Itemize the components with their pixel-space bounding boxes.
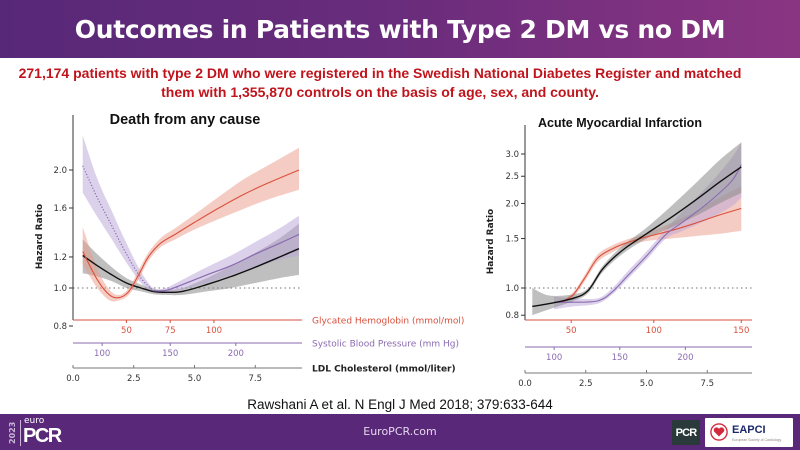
x-tick-label: 150 <box>162 349 178 359</box>
y-tick-label: 0.8 <box>505 311 519 321</box>
series-line-ldl <box>532 166 742 308</box>
x-axis-hba1c: 50 75 100 Glycated Hemoglobin (mmol/mol) <box>73 317 464 336</box>
ci-band-sbp <box>82 135 299 294</box>
chart-title: Acute Myocardial Infarction <box>538 116 702 130</box>
ci-band-ldl <box>82 223 299 296</box>
x-tick-label: 50 <box>566 326 577 336</box>
ci-band-ldl <box>532 142 742 316</box>
study-description-line-1: 271,174 patients with type 2 DM who were… <box>18 65 742 81</box>
eapci-subtext: European Society of Cardiology <box>732 438 782 442</box>
europcr-logo[interactable]: 2023 euro PCR <box>8 416 88 447</box>
y-tick-label: 2.0 <box>505 199 519 209</box>
y-tick-label: 3.0 <box>505 150 519 160</box>
study-description: 271,174 patients with type 2 DM who were… <box>0 64 800 102</box>
y-axis-label: Hazard Ratio <box>486 209 496 275</box>
y-tick-label: 1.2 <box>53 253 67 263</box>
slide-title: Outcomes in Patients with Type 2 DM vs n… <box>74 14 726 44</box>
x-tick-label: 100 <box>94 349 110 359</box>
x-tick-label: 5.0 <box>640 379 654 389</box>
x-tick-label: 5.0 <box>188 374 202 384</box>
x-axis-ldl: 0.0 2.5 5.0 7.5 <box>518 370 752 389</box>
y-tick-label: 2.0 <box>53 166 67 176</box>
logo-euro-text: euro <box>24 416 45 426</box>
study-description-line-2: them with 1,355,870 controls on the basi… <box>161 84 599 100</box>
x-axis-sbp: 100 150 200 <box>525 346 752 363</box>
y-tick-label: 1.5 <box>505 235 519 245</box>
heart-icon <box>710 423 728 441</box>
y-tick-label: 2.5 <box>505 172 519 182</box>
plot-area <box>82 135 300 302</box>
series-line-ldl <box>82 248 300 294</box>
x-tick-label: 0.0 <box>66 374 80 384</box>
x-tick-label: 150 <box>733 326 749 336</box>
x-axis-sbp: 100 150 200 Systolic Blood Pressure (mm Hg) <box>73 340 459 359</box>
x-axis-name-ldl: LDL Cholesterol (mmol/liter) <box>312 365 456 375</box>
logo-pcr-text: PCR <box>23 425 62 447</box>
chart-title: Death from any cause <box>110 112 261 128</box>
x-tick-label: 0.0 <box>518 379 532 389</box>
x-tick-label: 200 <box>677 353 693 363</box>
x-tick-label: 100 <box>206 326 222 336</box>
y-tick-label: 0.8 <box>53 322 67 332</box>
x-axis-ldl: 0.0 2.5 5.0 7.5 LDL Cholesterol (mmol/liter) <box>66 365 455 385</box>
citation: Rawshani A et al. N Engl J Med 2018; 379… <box>247 397 553 412</box>
slide-header: Outcomes in Patients with Type 2 DM vs n… <box>0 0 800 58</box>
chart-acute-mi: Acute Myocardial Infarction Hazard Ratio 0… <box>486 116 752 389</box>
plot-area <box>532 142 742 316</box>
x-tick-label: 7.5 <box>700 379 714 389</box>
x-tick-label: 75 <box>165 326 176 336</box>
x-tick-label: 200 <box>228 349 244 359</box>
x-tick-label: 2.5 <box>579 379 593 389</box>
y-tick-label: 1.0 <box>53 284 67 294</box>
x-tick-label: 50 <box>121 326 132 336</box>
x-tick-label: 7.5 <box>248 374 262 384</box>
x-tick-label: 100 <box>546 353 562 363</box>
footer-site-link[interactable]: EuroPCR.com <box>363 425 437 438</box>
eapci-badge-logo[interactable]: EAPCI European Society of Cardiology <box>705 418 793 447</box>
eapci-text: EAPCI <box>732 424 766 436</box>
x-tick-label: 100 <box>646 326 662 336</box>
x-axis-name-hba1c: Glycated Hemoglobin (mmol/mol) <box>312 317 464 327</box>
y-axis-label: Hazard Ratio <box>35 204 45 270</box>
series-line-sbp <box>153 233 300 292</box>
x-tick-label: 2.5 <box>127 374 141 384</box>
x-tick-label: 150 <box>612 353 628 363</box>
series-line-hba1c <box>561 207 742 303</box>
footer-bar: 2023 euro PCR EuroPCR.com <box>0 414 800 450</box>
series-line-sbp <box>554 164 742 303</box>
pcr-badge-logo[interactable]: PCR <box>672 420 700 445</box>
y-tick-label: 1.6 <box>53 204 67 214</box>
logo-divider <box>20 420 21 446</box>
chart-death-any-cause: Death from any cause Hazard Ratio 0.8 1.0 1.… <box>35 112 464 384</box>
x-axis-name-sbp: Systolic Blood Pressure (mm Hg) <box>312 340 459 350</box>
series-line-hba1c <box>82 169 300 299</box>
y-tick-label: 1.0 <box>505 284 519 294</box>
x-axis-hba1c: 50 100 150 <box>525 319 752 336</box>
